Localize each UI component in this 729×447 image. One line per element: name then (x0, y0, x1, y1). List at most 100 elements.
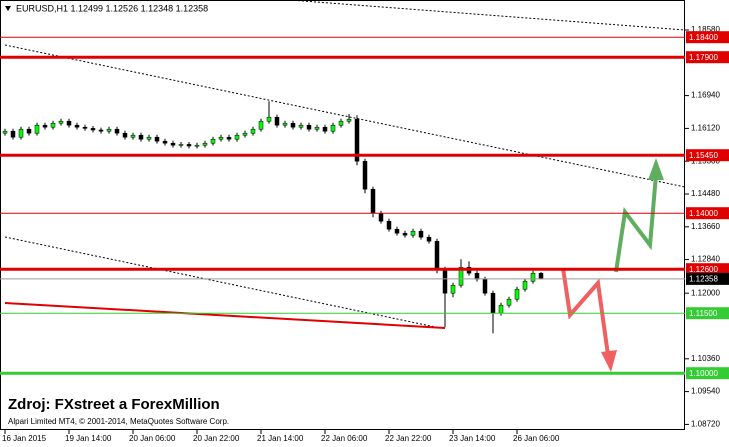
candle-body (370, 188, 376, 214)
y-tick-label: 1.14480 (691, 189, 720, 198)
candle-body (338, 120, 344, 126)
x-tick-label: 22 Jan 06:00 (321, 434, 368, 443)
candle-body (186, 144, 192, 147)
trendlines (4, 0, 686, 329)
candle-body (114, 128, 120, 134)
candle-body (506, 298, 512, 306)
x-tick-label: 21 Jan 14:00 (257, 434, 304, 443)
y-tick-label: 1.12000 (691, 288, 720, 297)
candle-body (130, 134, 136, 138)
x-tick-label: 22 Jan 22:00 (385, 434, 432, 443)
candle-body (234, 134, 240, 140)
candle-body (418, 230, 424, 238)
candle-body (442, 268, 448, 294)
candle-body (98, 129, 104, 132)
x-tick-label: 16 Jan 2015 (2, 434, 47, 443)
x-tick-label: 26 Jan 06:00 (513, 434, 560, 443)
chart-title: EURUSD,H1 1.12499 1.12526 1.12348 1.1235… (16, 3, 208, 13)
y-tick-label: 1.09540 (691, 387, 720, 396)
y-tick-label: 1.08720 (691, 420, 720, 429)
candle-body (10, 130, 16, 138)
candle-body (90, 128, 96, 131)
candles (2, 101, 544, 334)
arrow-head (601, 350, 617, 372)
candle-body (258, 120, 264, 130)
level-label: 1.14000 (689, 209, 718, 218)
candle-body (346, 118, 352, 122)
candle-body (514, 288, 520, 300)
candle-body (146, 136, 152, 140)
candle-body (386, 220, 392, 230)
candle-body (322, 126, 328, 132)
candle-body (34, 124, 40, 134)
candle-body (522, 280, 528, 290)
level-label-box (686, 307, 729, 320)
candle-body (210, 138, 216, 144)
candle-body (266, 116, 272, 122)
level-label-box (686, 207, 729, 220)
green-arrow (614, 174, 658, 273)
candle-body (58, 120, 64, 124)
source-text: Zdroj: FXstreet a ForexMillion (8, 396, 220, 413)
candle-body (530, 272, 536, 282)
candle-body (330, 124, 336, 132)
x-tick-label: 23 Jan 14:00 (449, 434, 496, 443)
credit-text: Alpari Limited MT4, © 2001-2014, MetaQuo… (8, 417, 229, 426)
x-tick-label: 20 Jan 22:00 (193, 434, 240, 443)
candle-body (218, 136, 224, 140)
candle-body (394, 228, 400, 234)
candle-body (154, 136, 160, 142)
candle-body (458, 266, 464, 286)
candle-body (282, 122, 288, 126)
candle-body (490, 292, 496, 314)
level-label-box (686, 272, 729, 285)
candle-body (450, 284, 456, 294)
candle-body (226, 136, 232, 140)
level-label-box (686, 31, 729, 44)
candle-body (426, 236, 432, 242)
level-label: 1.17900 (689, 53, 718, 62)
candle-body (178, 144, 184, 146)
red-arrow (561, 267, 610, 356)
candle-body (50, 122, 56, 128)
candle-body (42, 124, 48, 128)
candle-body (82, 126, 88, 129)
candle-body (402, 232, 408, 236)
level-label: 1.18400 (689, 33, 718, 42)
candle-body (138, 134, 144, 140)
candle-body (474, 272, 480, 280)
menu-icon (5, 6, 11, 11)
candle-body (378, 212, 384, 222)
level-label: 1.12358 (689, 274, 718, 283)
level-label-box (686, 263, 729, 276)
y-tick-label: 1.16120 (691, 124, 720, 133)
level-label: 1.12600 (689, 265, 718, 274)
candle-body (170, 142, 176, 146)
candle-body (434, 240, 440, 270)
candle-body (250, 128, 256, 134)
candle-body (242, 132, 248, 136)
candle-body (26, 128, 32, 134)
trendline (4, 302, 446, 329)
candle-body (362, 160, 368, 190)
candle-body (74, 124, 80, 128)
candle-body (498, 304, 504, 314)
y-tick-label: 1.12840 (691, 255, 720, 264)
candle-body (18, 128, 24, 138)
level-label-box (686, 149, 729, 162)
x-tick-label: 19 Jan 14:00 (65, 434, 112, 443)
candle-body (410, 230, 416, 236)
level-label-box (686, 367, 729, 380)
y-tick-label: 1.10360 (691, 354, 720, 363)
arrow-head (648, 158, 664, 180)
candle-body (122, 132, 128, 138)
candle-body (274, 116, 280, 126)
y-tick-label: 1.18580 (691, 25, 720, 34)
level-label: 1.11500 (689, 309, 718, 318)
level-label: 1.15450 (689, 151, 718, 160)
candle-body (194, 144, 200, 147)
candle-body (298, 124, 304, 128)
plot-frame (0, 0, 685, 430)
candle-body (66, 120, 72, 126)
